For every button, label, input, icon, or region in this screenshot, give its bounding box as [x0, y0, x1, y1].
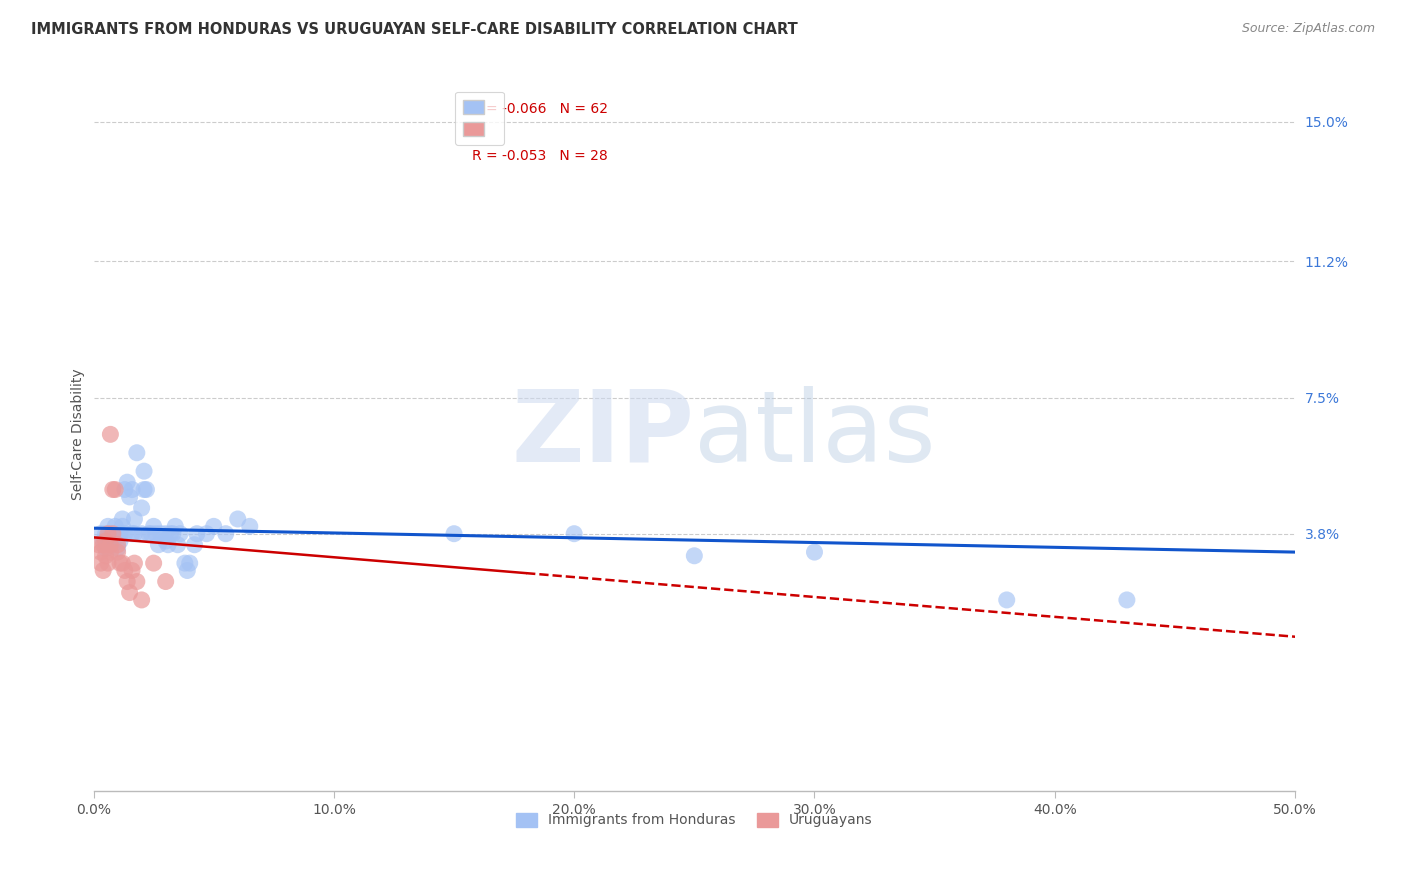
Legend: Immigrants from Honduras, Uruguayans: Immigrants from Honduras, Uruguayans [509, 805, 879, 834]
Point [118, 585, 141, 599]
Point [107, 538, 129, 552]
Point [108, 534, 131, 549]
Point [100, 427, 122, 442]
Point [162, 526, 184, 541]
Point [100, 534, 122, 549]
Point [101, 538, 124, 552]
Point [91, 534, 114, 549]
Point [135, 483, 157, 497]
Point [87, 538, 110, 552]
Point [132, 483, 155, 497]
Point [94, 549, 117, 563]
Point [124, 512, 146, 526]
Point [683, 549, 706, 563]
Point [100, 538, 122, 552]
Point [155, 574, 177, 589]
Point [142, 519, 165, 533]
Point [108, 556, 131, 570]
Point [186, 526, 208, 541]
Point [155, 526, 177, 541]
Point [215, 526, 238, 541]
Text: IMMIGRANTS FROM HONDURAS VS URUGUAYAN SELF-CARE DISABILITY CORRELATION CHART: IMMIGRANTS FROM HONDURAS VS URUGUAYAN SE… [31, 22, 797, 37]
Point [101, 526, 124, 541]
Point [803, 545, 825, 559]
Point [226, 512, 249, 526]
Text: R = -0.053   N = 28: R = -0.053 N = 28 [472, 149, 607, 163]
Point [114, 564, 136, 578]
Point [90, 545, 112, 559]
Point [239, 519, 262, 533]
Point [97, 519, 120, 533]
Text: atlas: atlas [695, 386, 936, 483]
Point [141, 526, 163, 541]
Point [107, 526, 129, 541]
Text: ZIP: ZIP [512, 386, 695, 483]
Point [100, 545, 122, 559]
Point [174, 556, 197, 570]
Point [169, 526, 191, 541]
Point [176, 564, 198, 578]
Point [107, 541, 129, 556]
Point [131, 593, 153, 607]
Point [114, 483, 136, 497]
Point [131, 500, 153, 515]
Point [97, 530, 120, 544]
Point [562, 526, 585, 541]
Point [125, 574, 148, 589]
Point [97, 556, 120, 570]
Point [1115, 593, 1137, 607]
Point [101, 526, 124, 541]
Y-axis label: Self-Care Disability: Self-Care Disability [72, 368, 86, 500]
Point [94, 534, 117, 549]
Point [104, 530, 127, 544]
Point [183, 538, 205, 552]
Point [121, 483, 143, 497]
Point [145, 526, 167, 541]
Point [104, 483, 127, 497]
Point [124, 526, 146, 541]
Point [132, 464, 155, 478]
Point [121, 526, 143, 541]
Point [131, 526, 153, 541]
Point [157, 538, 180, 552]
Point [94, 541, 117, 556]
Point [155, 534, 177, 549]
Point [202, 519, 225, 533]
Point [91, 564, 114, 578]
Point [138, 526, 160, 541]
Point [108, 526, 131, 541]
Point [149, 526, 172, 541]
Point [166, 538, 188, 552]
Point [118, 490, 141, 504]
Point [111, 519, 134, 533]
Point [995, 593, 1018, 607]
Point [115, 475, 138, 490]
Point [148, 538, 170, 552]
Point [142, 556, 165, 570]
Point [94, 526, 117, 541]
Point [195, 526, 218, 541]
Point [111, 556, 134, 570]
Point [114, 526, 136, 541]
Point [165, 519, 187, 533]
Point [100, 526, 122, 541]
Point [107, 545, 129, 559]
Point [111, 512, 134, 526]
Point [121, 564, 143, 578]
Point [101, 483, 124, 497]
Point [104, 519, 127, 533]
Point [443, 526, 465, 541]
Point [90, 556, 112, 570]
Point [124, 556, 146, 570]
Point [159, 526, 181, 541]
Point [115, 574, 138, 589]
Point [125, 446, 148, 460]
Point [179, 556, 201, 570]
Text: R = -0.066   N = 62: R = -0.066 N = 62 [472, 103, 607, 117]
Point [90, 526, 112, 541]
Text: Source: ZipAtlas.com: Source: ZipAtlas.com [1241, 22, 1375, 36]
Point [97, 526, 120, 541]
Point [91, 538, 114, 552]
